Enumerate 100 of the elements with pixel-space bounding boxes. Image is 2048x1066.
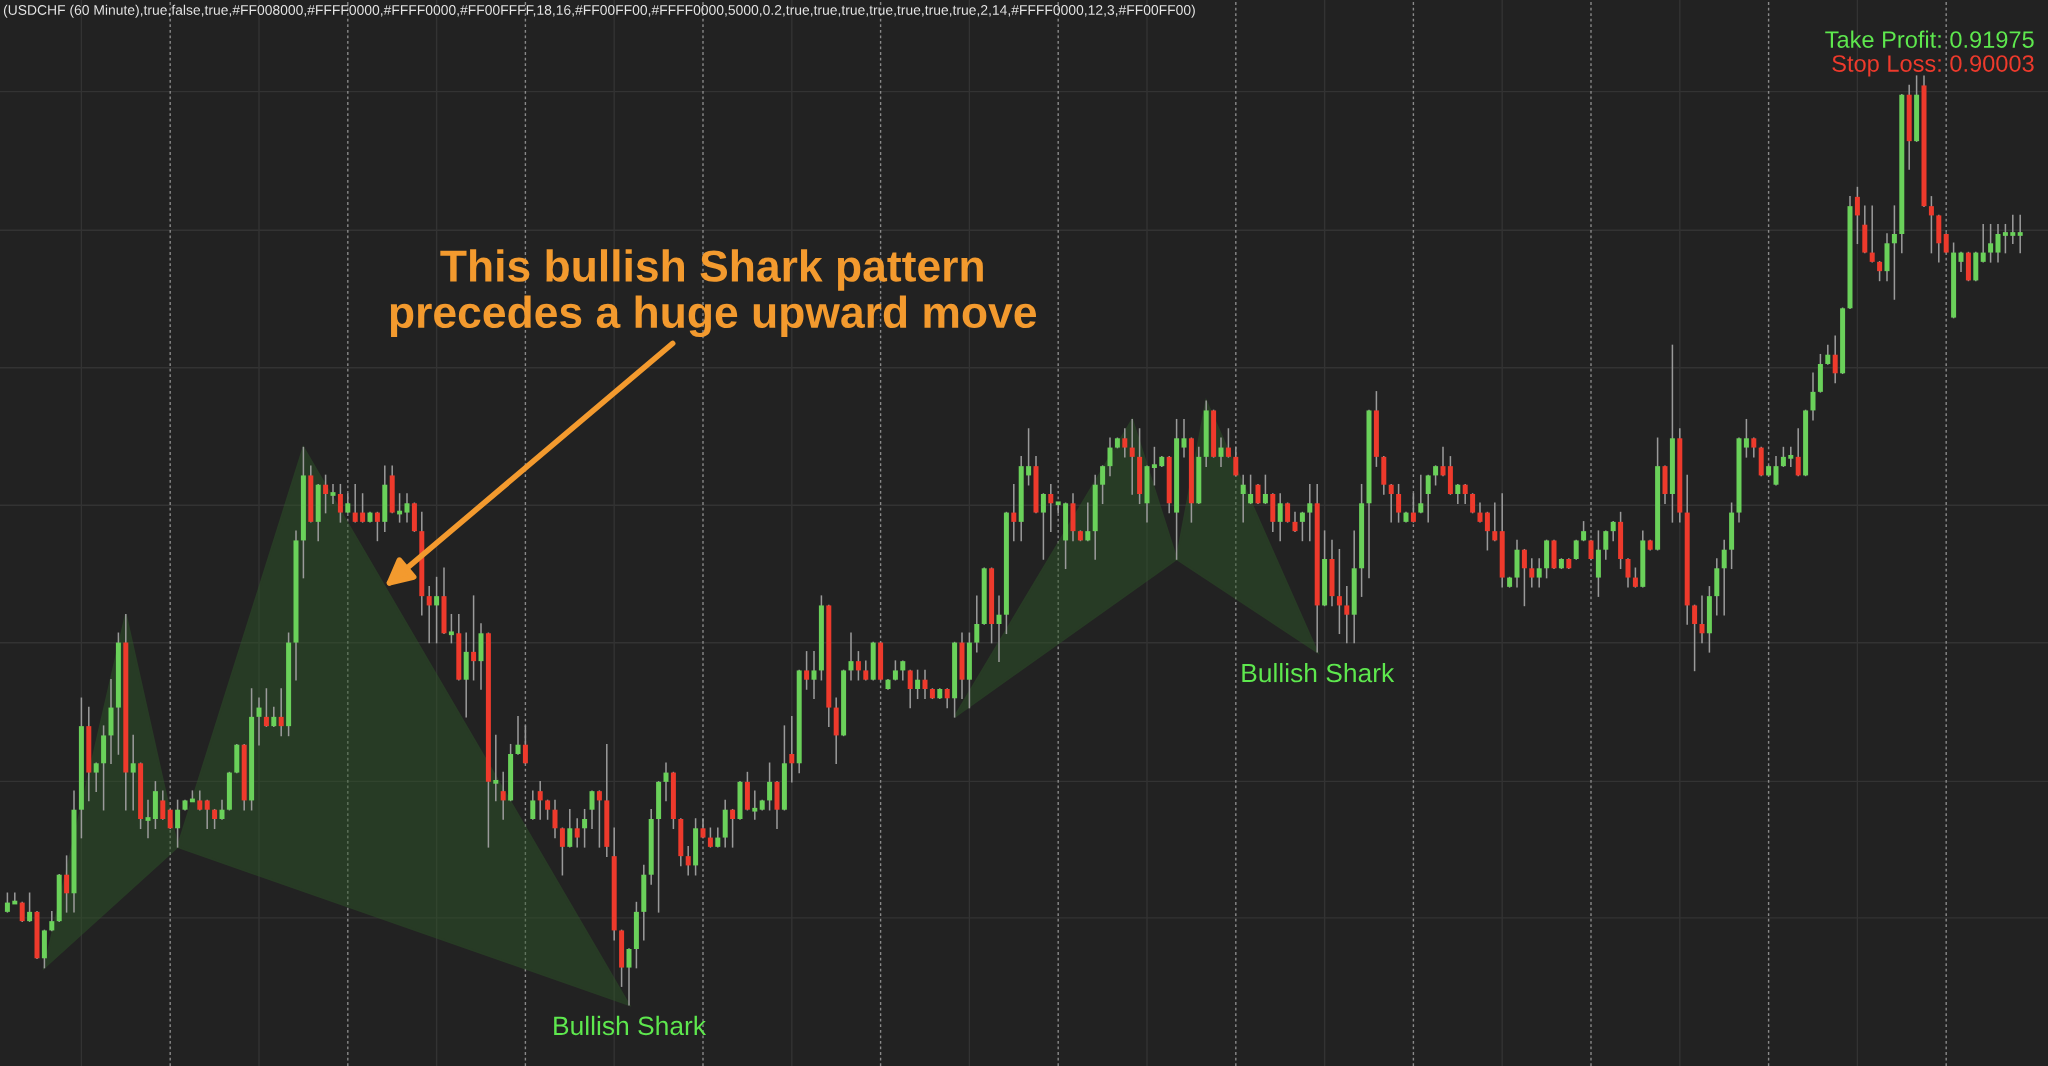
- candlestick: [589, 790, 595, 830]
- candlestick: [530, 790, 536, 820]
- candlestick: [1581, 521, 1587, 542]
- candlestick: [1877, 261, 1883, 282]
- candlestick: [1388, 483, 1394, 523]
- candlestick: [1825, 344, 1831, 365]
- candlestick: [907, 669, 913, 709]
- candlestick: [1692, 604, 1698, 672]
- candlestick: [360, 493, 366, 523]
- candlestick: [1743, 418, 1749, 458]
- candlestick: [537, 781, 543, 820]
- candlestick: [574, 818, 580, 848]
- candlestick: [767, 762, 773, 811]
- candlestick: [848, 632, 854, 681]
- candlestick: [1573, 539, 1579, 560]
- candlestick: [197, 790, 203, 811]
- candlestick: [892, 660, 898, 681]
- candlestick: [1854, 186, 1860, 245]
- candlestick: [1603, 530, 1609, 560]
- candlestick: [130, 734, 136, 811]
- candlestick: [493, 734, 499, 802]
- candlestick: [434, 576, 440, 644]
- text: Bullish Shark: [554, 1015, 707, 1036]
- candlestick: [552, 799, 558, 839]
- candlestick: [1477, 502, 1483, 523]
- candlestick: [500, 771, 506, 820]
- candlestick: [337, 483, 343, 523]
- candlestick: [271, 706, 277, 727]
- candlestick: [323, 474, 329, 514]
- candlestick: [626, 948, 632, 1006]
- candlestick: [582, 808, 588, 848]
- candlestick: [1484, 511, 1490, 551]
- candlestick: [263, 688, 269, 727]
- candlestick: [1795, 428, 1801, 477]
- annotation: This bullish Shark pattern precedes a huge upward move: [390, 249, 1036, 338]
- candlestick: [256, 697, 262, 746]
- candlestick: [863, 660, 869, 681]
- candlestick: [804, 651, 810, 690]
- candlestick: [1462, 483, 1468, 505]
- candlestick: [1788, 446, 1794, 467]
- candlestick: [175, 799, 181, 848]
- candlestick: [596, 790, 602, 848]
- candlestick: [1810, 372, 1816, 421]
- candlestick: [1995, 223, 2001, 263]
- candlestick: [374, 511, 380, 542]
- candlestick: [1344, 586, 1350, 644]
- candlestick: [1832, 335, 1838, 384]
- candlestick: [1632, 567, 1638, 588]
- candlestick: [352, 483, 358, 523]
- candlestick: [49, 911, 55, 932]
- candlestick: [567, 808, 573, 848]
- candlestick: [545, 799, 551, 820]
- candlestick: [1455, 483, 1461, 505]
- candlestick: [1943, 233, 1949, 254]
- candlestick: [448, 613, 454, 644]
- candlestick: [160, 790, 166, 820]
- candlestick: [1433, 465, 1439, 486]
- candlestick: [915, 669, 921, 700]
- candlestick: [212, 808, 218, 830]
- candlestick: [663, 762, 669, 802]
- candlestick: [2010, 214, 2016, 245]
- candlestick: [1588, 539, 1594, 560]
- candlestick: [1980, 223, 1986, 263]
- candlestick: [1869, 205, 1875, 263]
- candlestick: [900, 660, 906, 681]
- candlestick: [1521, 548, 1527, 607]
- text: Take Profit: 0.91975: [1825, 30, 2034, 48]
- candlestick: [27, 892, 33, 922]
- candlestick: [1336, 548, 1342, 635]
- candlestick: [278, 688, 284, 737]
- candlestick: [1529, 558, 1535, 588]
- candlestick: [1418, 474, 1424, 514]
- candlestick: [752, 790, 758, 820]
- candlestick: [4, 892, 10, 913]
- candlestick: [1958, 251, 1964, 272]
- candlestick: [811, 651, 817, 700]
- candlestick: [404, 493, 410, 523]
- candlestick: [19, 901, 25, 922]
- candlestick: [522, 725, 528, 765]
- candlestick: [64, 855, 70, 913]
- chart-title: (USDCHF (60 Minute),true,false,true,#FF008000,#FFFF0000,#FFFF0000,#FF00FFFF,18,16,#FF00FF00,#FFFF0000,5000,0.2,true,true,true,true,true,true,true,2,14,#FFFF0000,12,3,#FF00FF00): [3, 4, 1195, 18]
- candlestick: [1410, 493, 1416, 523]
- candlestick: [2017, 214, 2023, 254]
- candlestick: [167, 808, 173, 830]
- candlestick: [1721, 539, 1727, 616]
- candlestick: [1396, 483, 1402, 523]
- candlestick: [204, 799, 210, 830]
- candlestick: [145, 799, 151, 839]
- candlestick: [1470, 493, 1476, 514]
- candlestick: [730, 808, 736, 848]
- candlestick: [345, 493, 351, 514]
- candlestick: [515, 716, 521, 755]
- candlestick: [1891, 205, 1897, 300]
- candlestick: [1773, 456, 1779, 486]
- candlestick: [1440, 446, 1446, 477]
- candlestick: [2002, 223, 2008, 254]
- annotation: Stop Loss: 0.90003: [1832, 55, 2034, 77]
- candlestick: [685, 846, 691, 876]
- candlestick: [559, 827, 565, 876]
- candlestick: [219, 799, 225, 820]
